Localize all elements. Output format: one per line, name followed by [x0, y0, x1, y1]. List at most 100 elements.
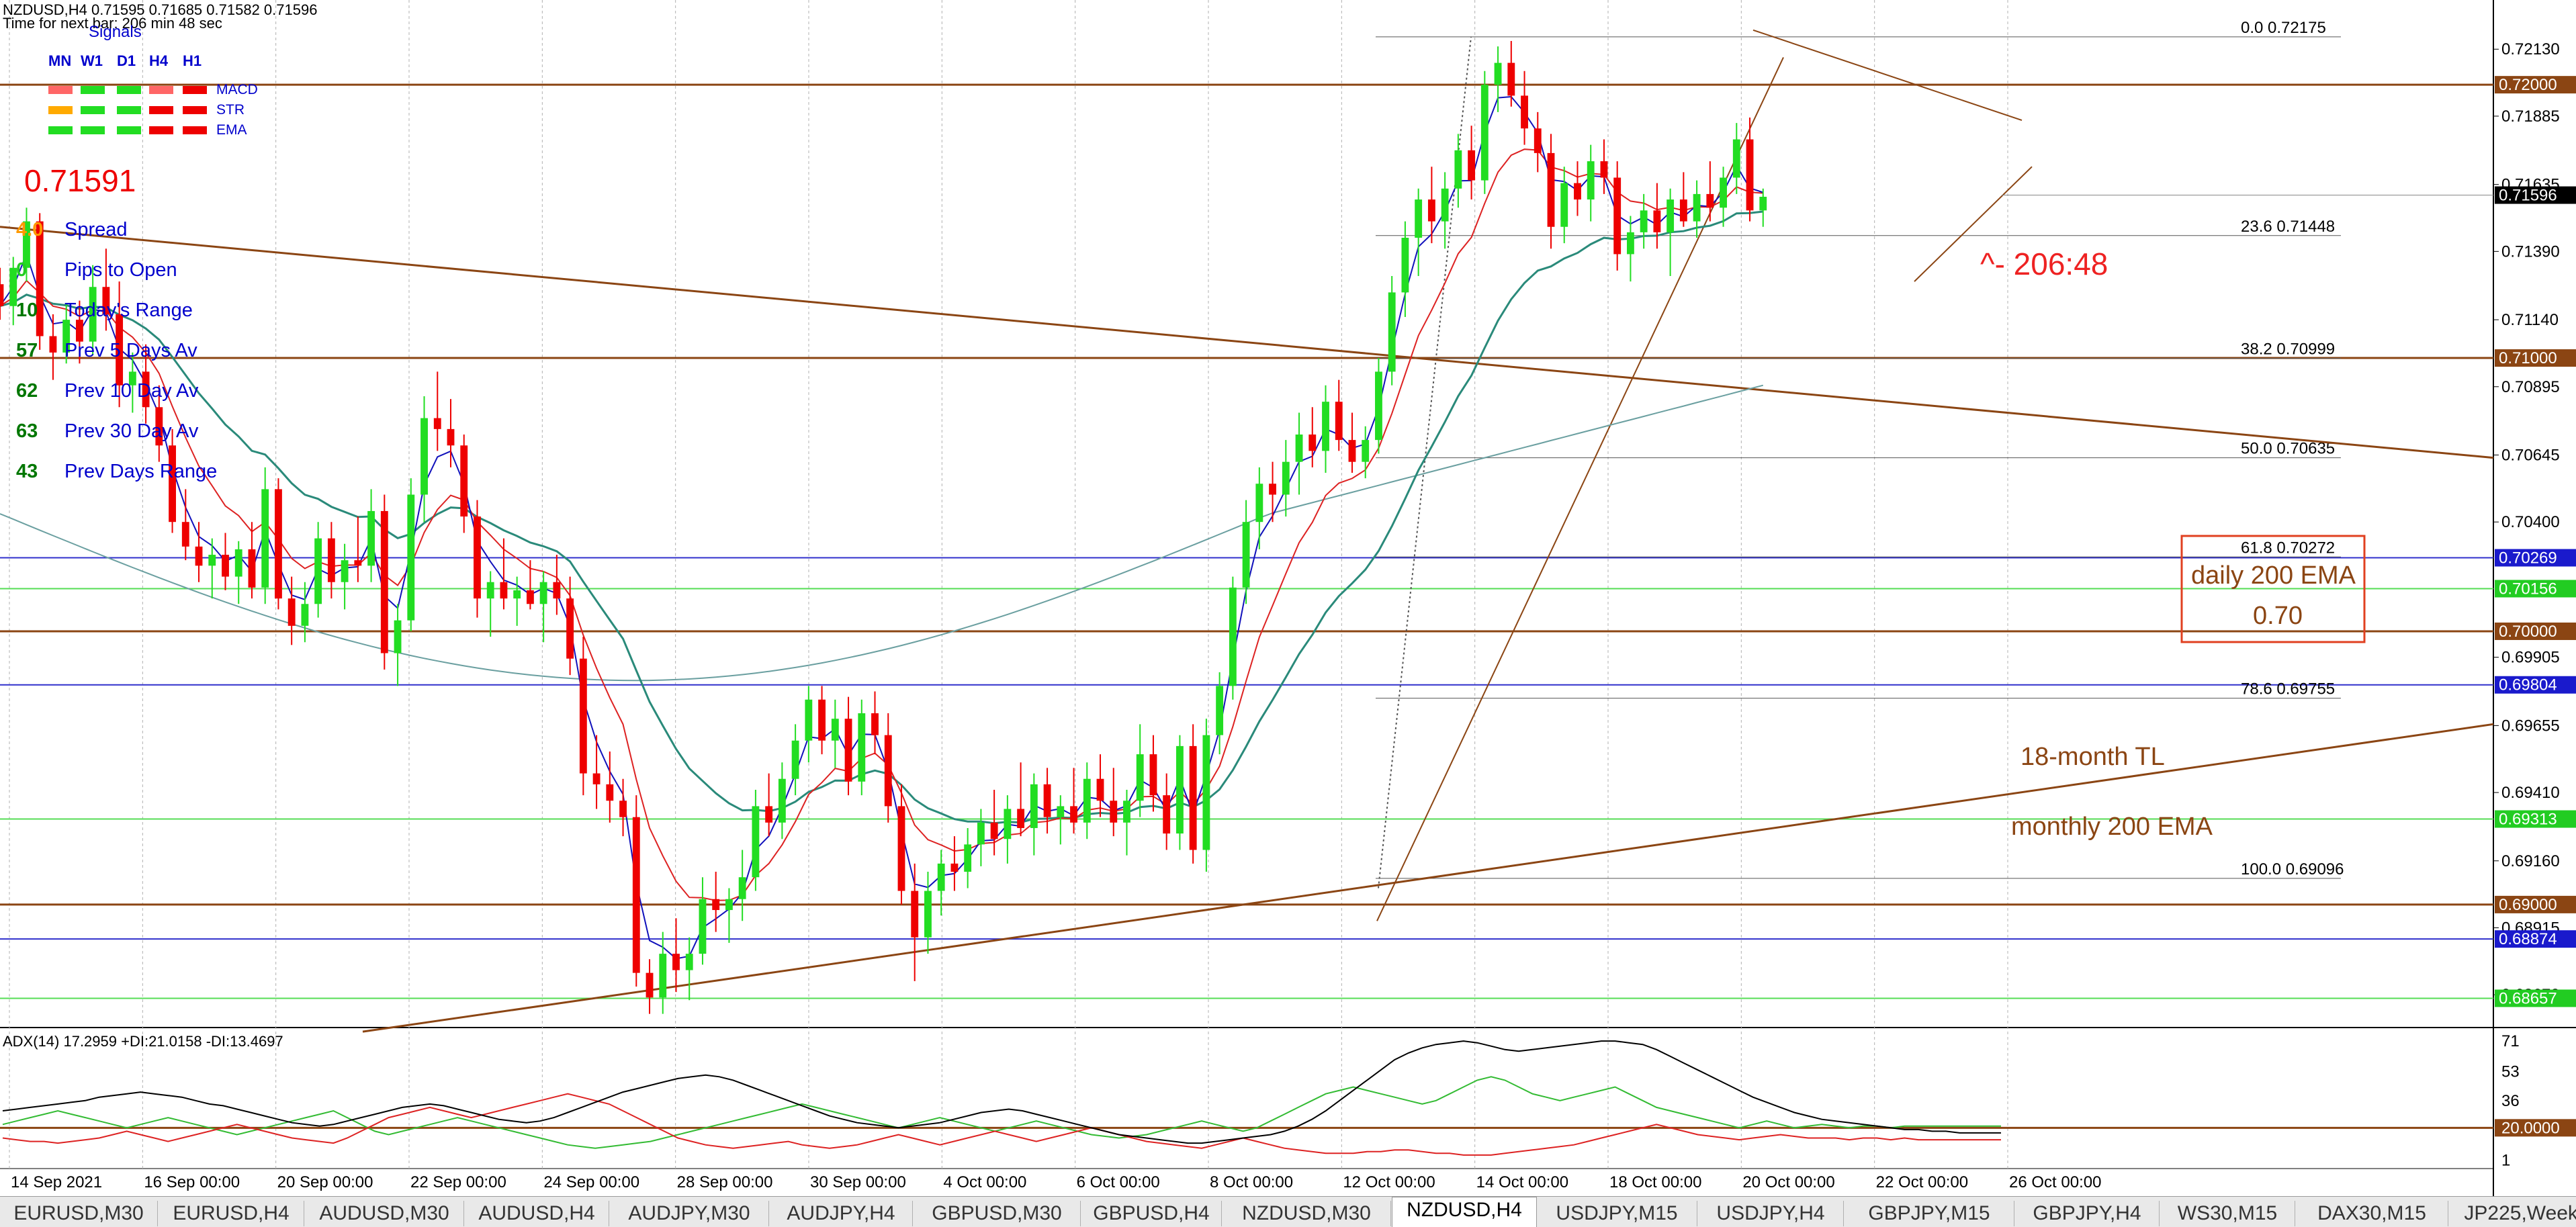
- candle-body: [1083, 778, 1091, 823]
- chart-tab[interactable]: USDJPY,M15: [1537, 1201, 1697, 1226]
- signal-cell: [149, 86, 173, 94]
- bar-timer-label: Time for next bar: 206 min 48 sec: [3, 15, 222, 32]
- chart-tab[interactable]: DAX30,M15: [2296, 1201, 2448, 1226]
- adx-title: ADX(14) 17.2959 +DI:21.0158 -DI:13.4697: [3, 1033, 283, 1050]
- candle-body: [1667, 199, 1675, 232]
- candle-body: [142, 371, 150, 408]
- monthly-ema-label: monthly 200 EMA: [2011, 813, 2213, 841]
- candle-body: [1441, 188, 1449, 222]
- signal-row-label: STR: [216, 102, 245, 118]
- candle-body: [858, 713, 866, 782]
- candle-body: [327, 538, 335, 582]
- candle-body: [407, 494, 415, 621]
- candle-body: [128, 371, 136, 385]
- trendline-label: 18-month TL: [2020, 743, 2165, 771]
- chart-tab[interactable]: JP225,Weekly: [2449, 1201, 2576, 1226]
- info-row-label: Pips to Open: [64, 259, 177, 281]
- candle-body: [1600, 161, 1608, 178]
- chart-tab[interactable]: AUDUSD,M30: [305, 1201, 464, 1226]
- info-row-value: 43: [16, 461, 38, 482]
- candle-body: [964, 844, 972, 872]
- chart-tab[interactable]: NZDUSD,M30: [1223, 1201, 1391, 1226]
- fib-level-label: 61.8 0.70272: [2241, 539, 2335, 557]
- time-tick-label: 20 Sep 00:00: [277, 1173, 373, 1191]
- candle-body: [1308, 434, 1317, 451]
- time-tick-label: 14 Oct 00:00: [1476, 1173, 1568, 1191]
- info-row: 43 Prev Days Range: [16, 461, 217, 483]
- candle-body: [1693, 193, 1701, 222]
- level-label-bg: [2495, 622, 2576, 640]
- fib-anchor-line: [1378, 36, 1472, 889]
- candle-body: [102, 287, 110, 314]
- candle-body: [712, 899, 720, 911]
- level-label: 0.69000: [2499, 896, 2557, 914]
- signal-cell: [48, 106, 73, 114]
- candle-body: [752, 806, 760, 878]
- time-tick-label: 16 Sep 00:00: [144, 1173, 240, 1191]
- candle-body: [672, 954, 680, 970]
- candle-body: [990, 822, 998, 839]
- daily-ema-box: [2180, 535, 2366, 643]
- candle-body: [433, 418, 441, 429]
- chart-tab[interactable]: AUDJPY,M30: [610, 1201, 769, 1226]
- chart-tab[interactable]: EURUSD,M30: [0, 1201, 158, 1226]
- signal-cell: [149, 106, 173, 114]
- candle-body: [1401, 238, 1409, 293]
- level-label-bg: [2495, 349, 2576, 367]
- signal-cell: [149, 126, 173, 134]
- chart-tab[interactable]: GBPJPY,M15: [1845, 1201, 2014, 1226]
- fib-level-label: 100.0 0.69096: [2241, 860, 2344, 878]
- ema-fast-line: [0, 95, 1764, 960]
- candle-body: [1362, 440, 1370, 462]
- candle-body: [1534, 128, 1542, 153]
- signal-cell: [81, 86, 105, 94]
- candle-body: [1388, 292, 1396, 372]
- signal-cell: [48, 86, 73, 94]
- candle-body: [447, 428, 455, 446]
- plus-di-line: [2, 1076, 2001, 1149]
- candle-body: [420, 418, 428, 495]
- level-label-bg: [2495, 930, 2576, 948]
- adx-scale-label: 53: [2501, 1063, 2520, 1081]
- level-label-bg: [2495, 676, 2576, 694]
- chart-tab[interactable]: GBPUSD,H4: [1081, 1201, 1222, 1226]
- candle-body: [1242, 522, 1250, 588]
- time-tick-label: 18 Oct 00:00: [1609, 1173, 1701, 1191]
- adx-scale-label: 71: [2501, 1032, 2520, 1050]
- price-tick-label: 0.70645: [2501, 447, 2560, 465]
- candle-body: [592, 773, 601, 784]
- candle-body: [1480, 85, 1489, 181]
- countdown-annotation: ^- 206:48: [1980, 246, 2108, 281]
- time-tick-label: 14 Sep 2021: [11, 1173, 102, 1191]
- info-row: 57 Prev 5 Days Av: [16, 340, 197, 362]
- candle-body: [234, 549, 242, 577]
- candle-body: [765, 806, 773, 823]
- candle-body: [566, 598, 574, 659]
- chart-tab[interactable]: AUDJPY,H4: [770, 1201, 913, 1226]
- chart-tab[interactable]: EURUSD,H4: [159, 1201, 304, 1226]
- ema-box-line2: 0.70: [2253, 602, 2303, 630]
- chart-tab[interactable]: WS30,M15: [2160, 1201, 2295, 1226]
- candle-body: [500, 582, 508, 599]
- candle-body: [1163, 795, 1171, 834]
- adx-line: [2, 1040, 2001, 1144]
- chart-tab[interactable]: GBPUSD,M30: [914, 1201, 1081, 1226]
- signal-cell: [117, 106, 141, 114]
- time-tick-label: 6 Oct 00:00: [1077, 1173, 1160, 1191]
- candle-body: [23, 221, 30, 268]
- candle-body: [1136, 754, 1144, 801]
- info-row-label: Prev 10 Day Av: [64, 380, 199, 402]
- level-label: 0.72000: [2499, 76, 2557, 94]
- chart-tab-bar: EURUSD,M30 EURUSD,H4 AUDUSD,M30 AUDUSD,H4 AU…: [0, 1196, 2576, 1227]
- chart-tab[interactable]: GBPJPY,H4: [2015, 1201, 2160, 1226]
- info-row-label: Spread: [64, 219, 128, 240]
- chart-tab[interactable]: NZDUSD,H4: [1392, 1197, 1537, 1227]
- candle-body: [1096, 778, 1104, 801]
- candle-body: [75, 320, 83, 342]
- chart-tab[interactable]: USDJPY,H4: [1698, 1201, 1844, 1226]
- level-label: 0.69313: [2499, 811, 2557, 829]
- chart-tab[interactable]: AUDUSD,H4: [465, 1201, 609, 1226]
- candle-body: [49, 336, 57, 353]
- candle-body: [1335, 402, 1343, 441]
